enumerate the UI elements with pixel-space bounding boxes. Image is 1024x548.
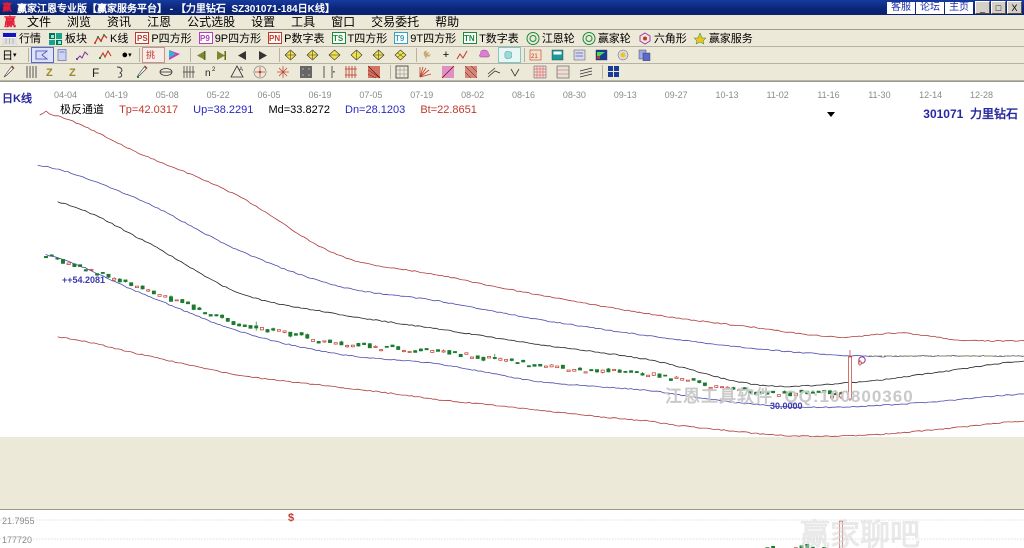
svg-text:PS: PS xyxy=(137,34,148,43)
svg-text:Z: Z xyxy=(46,67,53,79)
svg-text:2: 2 xyxy=(212,67,216,73)
svg-text:T9: T9 xyxy=(395,34,405,43)
svg-text:PN: PN xyxy=(269,34,280,43)
svg-text:F: F xyxy=(92,66,99,80)
svg-text:n: n xyxy=(205,68,211,79)
svg-text:Z: Z xyxy=(69,67,76,79)
svg-text:P9: P9 xyxy=(200,34,210,43)
svg-text:TS: TS xyxy=(333,34,344,43)
svg-text:": " xyxy=(333,71,335,78)
svg-text:21: 21 xyxy=(531,54,538,60)
svg-text:赢: 赢 xyxy=(2,2,12,13)
svg-text:A: A xyxy=(239,67,243,73)
svg-text:挑: 挑 xyxy=(146,49,155,60)
svg-text:TN: TN xyxy=(464,34,475,43)
